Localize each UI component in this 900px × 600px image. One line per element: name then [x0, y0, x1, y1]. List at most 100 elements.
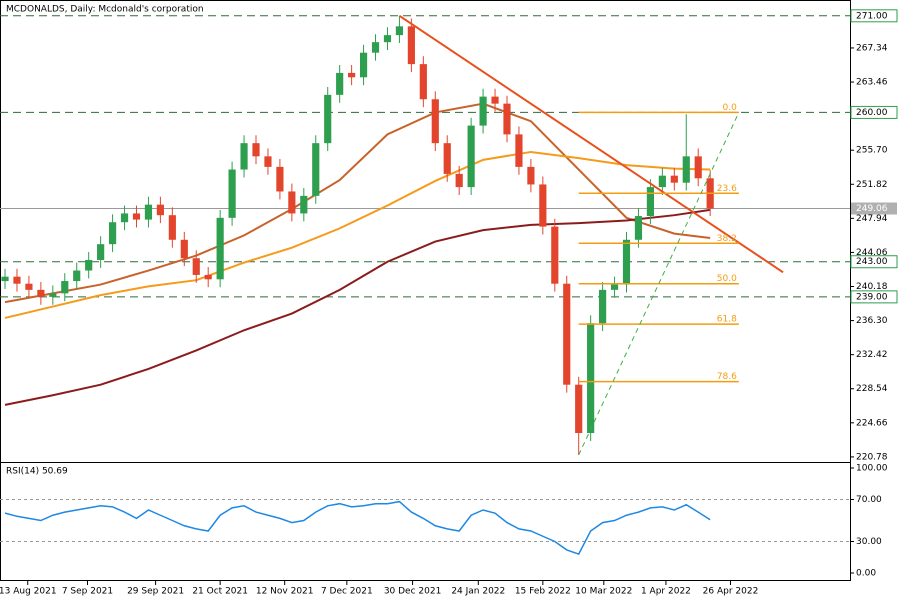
- moving-average: [4, 150, 711, 319]
- level-label: 239.00: [856, 292, 888, 302]
- y-tick-label: 255.70: [856, 146, 888, 156]
- candle-body: [395, 26, 404, 36]
- y-tick-label: 263.46: [856, 78, 888, 88]
- candle-body: [563, 283, 571, 385]
- fib-label: 61.8: [717, 315, 737, 325]
- x-tick-label: 7 Sep 2021: [62, 587, 113, 597]
- rsi-tick-label: 70.00: [856, 495, 882, 505]
- trendline: [398, 14, 784, 274]
- candle-body: [132, 213, 141, 220]
- fib-trend: [578, 112, 740, 456]
- last-price-box: [851, 202, 897, 215]
- last-price-label: 249.06: [856, 204, 888, 214]
- fib-label: 78.6: [717, 372, 737, 382]
- y-tick-label: 236.30: [856, 316, 888, 326]
- rsi-tick-label: 30.00: [856, 537, 882, 547]
- chart-title: MCDONALDS, Daily: Mcdonald's corporation: [6, 5, 204, 15]
- x-tick-label: 21 Oct 2021: [192, 587, 248, 597]
- y-tick-label: 251.82: [856, 180, 888, 190]
- candle-body: [85, 259, 93, 271]
- candle-body: [264, 156, 272, 167]
- candle-body: [37, 289, 45, 297]
- y-tick-label: 220.78: [856, 452, 888, 462]
- candle-body: [324, 94, 332, 144]
- x-tick-label: 13 Aug 2021: [0, 587, 57, 597]
- candle-body: [73, 270, 81, 282]
- x-tick-label: 24 Jan 2022: [451, 587, 505, 597]
- candle-body: [610, 284, 619, 290]
- candle-body: [599, 289, 607, 324]
- x-tick-label: 30 Dec 2021: [384, 587, 442, 597]
- fib-label: 0.0: [723, 103, 738, 113]
- y-tick-label: 244.06: [856, 248, 888, 258]
- candle-body: [443, 143, 451, 174]
- x-tick-label: 26 Apr 2022: [703, 587, 759, 597]
- candle-body: [348, 72, 356, 78]
- candle-body: [479, 96, 487, 126]
- candle-body: [97, 244, 105, 260]
- candle-body: [25, 283, 33, 290]
- y-tick-label: 224.66: [856, 418, 888, 428]
- moving-average: [4, 208, 711, 406]
- candle-body: [467, 125, 475, 188]
- candle-body: [252, 143, 260, 157]
- fib-label: 23.6: [717, 184, 737, 194]
- y-tick-label: 240.18: [856, 282, 888, 292]
- candle-body: [61, 281, 69, 294]
- candle-body: [49, 293, 57, 297]
- level-label-box: [850, 9, 898, 23]
- candle-body: [359, 52, 368, 78]
- rsi-tick-label: 0.00: [856, 569, 876, 579]
- rsi-line: [4, 500, 711, 556]
- x-tick-label: 7 Dec 2021: [321, 587, 373, 597]
- candle-body: [658, 175, 666, 188]
- candle-body: [515, 134, 523, 167]
- y-tick-label: 232.42: [856, 350, 888, 360]
- x-tick-label: 29 Sep 2021: [127, 587, 184, 597]
- y-tick-label: 247.94: [856, 214, 888, 224]
- level-label: 260.00: [856, 108, 888, 118]
- level-label-box: [850, 290, 898, 304]
- candle-body: [539, 184, 547, 227]
- candle-body: [288, 191, 296, 214]
- candle-body: [551, 226, 559, 284]
- candle-body: [455, 173, 463, 188]
- candle-body: [670, 175, 678, 183]
- level-label: 271.00: [856, 11, 888, 21]
- candle-body: [192, 258, 200, 275]
- candle-body: [383, 35, 392, 43]
- candle-body: [300, 195, 308, 214]
- x-tick-label: 12 Nov 2021: [256, 587, 314, 597]
- candle-body: [1, 276, 9, 282]
- candle-body: [144, 204, 153, 220]
- candle-body: [587, 323, 595, 434]
- level-label-box: [850, 105, 898, 119]
- fib-label: 38.2: [717, 234, 737, 244]
- candle-body: [180, 239, 188, 259]
- x-tick-label: 1 Apr 2022: [641, 587, 691, 597]
- level-label: 243.00: [856, 257, 888, 267]
- fib-label: 50.0: [717, 274, 737, 284]
- rsi-tick-label: 100.00: [856, 464, 888, 474]
- candle-body: [156, 204, 164, 216]
- candle-body: [694, 156, 702, 179]
- candle-body: [491, 96, 499, 104]
- candle-body: [168, 215, 176, 240]
- candle-body: [240, 143, 248, 170]
- y-tick-label: 267.34: [856, 43, 888, 53]
- candle-body: [108, 222, 117, 245]
- candle-body: [228, 169, 236, 218]
- candle-body: [216, 217, 224, 280]
- candle-body: [527, 166, 535, 185]
- candle-body: [634, 216, 643, 240]
- x-tick-label: 10 Mar 2022: [575, 587, 632, 597]
- x-tick-label: 15 Feb 2022: [515, 587, 571, 597]
- candle-body: [431, 99, 439, 144]
- candle-body: [503, 103, 511, 135]
- candle-body: [575, 384, 583, 434]
- rsi-title: RSI(14) 50.69: [6, 467, 68, 477]
- candle-body: [407, 26, 415, 65]
- y-tick-label: 228.54: [856, 384, 888, 394]
- candle-body: [622, 239, 631, 285]
